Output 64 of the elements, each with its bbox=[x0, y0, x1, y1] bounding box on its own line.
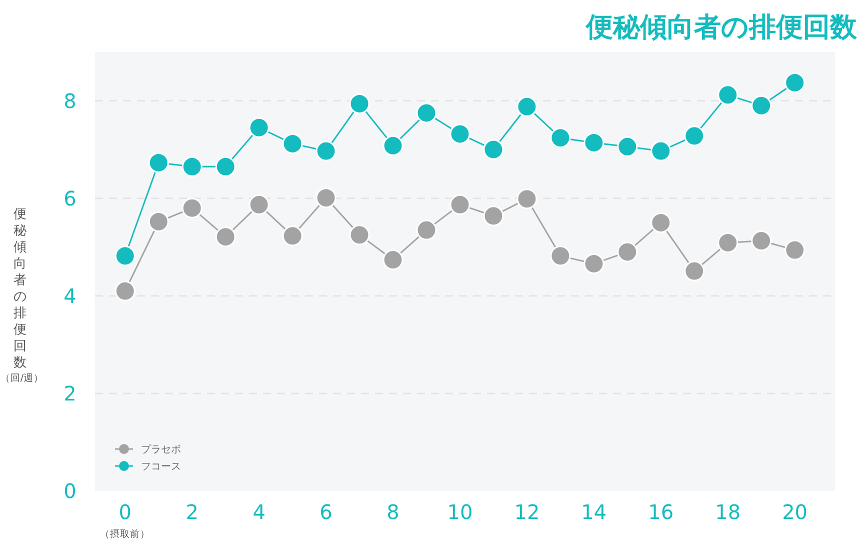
point bbox=[114, 280, 136, 302]
point bbox=[148, 152, 169, 173]
point bbox=[382, 250, 404, 270]
point bbox=[282, 133, 303, 154]
x-tick-label: 10 bbox=[447, 500, 473, 524]
x-tick-label: 20 bbox=[782, 500, 808, 524]
legend-label: フコース bbox=[141, 462, 181, 472]
x-tick-label: 6 bbox=[320, 500, 332, 524]
point bbox=[215, 156, 236, 177]
point bbox=[349, 93, 370, 114]
point bbox=[316, 140, 336, 162]
point bbox=[382, 135, 404, 156]
x-tick-label: 0 bbox=[118, 500, 132, 524]
point bbox=[650, 212, 672, 233]
x-tick-label: 12 bbox=[514, 500, 540, 524]
point bbox=[215, 226, 236, 248]
x-tick-label: 16 bbox=[648, 500, 674, 524]
point bbox=[516, 96, 538, 117]
point bbox=[718, 84, 738, 106]
point bbox=[450, 194, 470, 215]
point bbox=[516, 188, 538, 210]
point bbox=[718, 232, 738, 253]
point bbox=[450, 124, 470, 144]
point bbox=[483, 206, 504, 226]
point bbox=[282, 226, 303, 246]
y-tick-label: 2 bbox=[64, 381, 76, 406]
point bbox=[182, 198, 202, 218]
point bbox=[416, 102, 437, 124]
point bbox=[751, 95, 772, 116]
point bbox=[617, 136, 638, 157]
x-tick-label: 14 bbox=[581, 500, 607, 524]
point bbox=[784, 240, 806, 260]
point bbox=[416, 220, 437, 240]
point bbox=[550, 246, 571, 266]
point bbox=[617, 242, 638, 262]
point bbox=[650, 140, 672, 162]
x-tick-label: 4 bbox=[252, 500, 266, 524]
y-tick-label: 0 bbox=[64, 479, 76, 503]
point bbox=[182, 156, 202, 177]
x-tick-label: 8 bbox=[386, 500, 400, 524]
point bbox=[584, 132, 604, 153]
point bbox=[349, 224, 370, 246]
text: 便秘傾向者の排便回数 bbox=[14, 207, 26, 370]
point bbox=[483, 139, 504, 160]
x-tick-label: 2 bbox=[186, 500, 198, 524]
point bbox=[114, 246, 136, 266]
point bbox=[684, 126, 705, 146]
point bbox=[751, 230, 772, 252]
point bbox=[248, 117, 270, 138]
point bbox=[784, 72, 806, 93]
point bbox=[316, 188, 336, 208]
chart-title: 便秘傾向者の排便回数 bbox=[585, 12, 858, 43]
x-tick-label: 18 bbox=[715, 500, 741, 524]
y-tick-label: 8 bbox=[64, 88, 76, 113]
point bbox=[684, 260, 705, 282]
point bbox=[148, 211, 169, 232]
legend-label: プラセボ bbox=[141, 444, 181, 456]
point bbox=[248, 194, 270, 215]
text: （摂取前） bbox=[100, 528, 150, 540]
y-tick-label: 6 bbox=[64, 186, 76, 210]
point bbox=[550, 128, 571, 148]
text: （回/週） bbox=[0, 373, 44, 384]
point bbox=[584, 253, 604, 274]
y-tick-label: 4 bbox=[64, 284, 76, 308]
